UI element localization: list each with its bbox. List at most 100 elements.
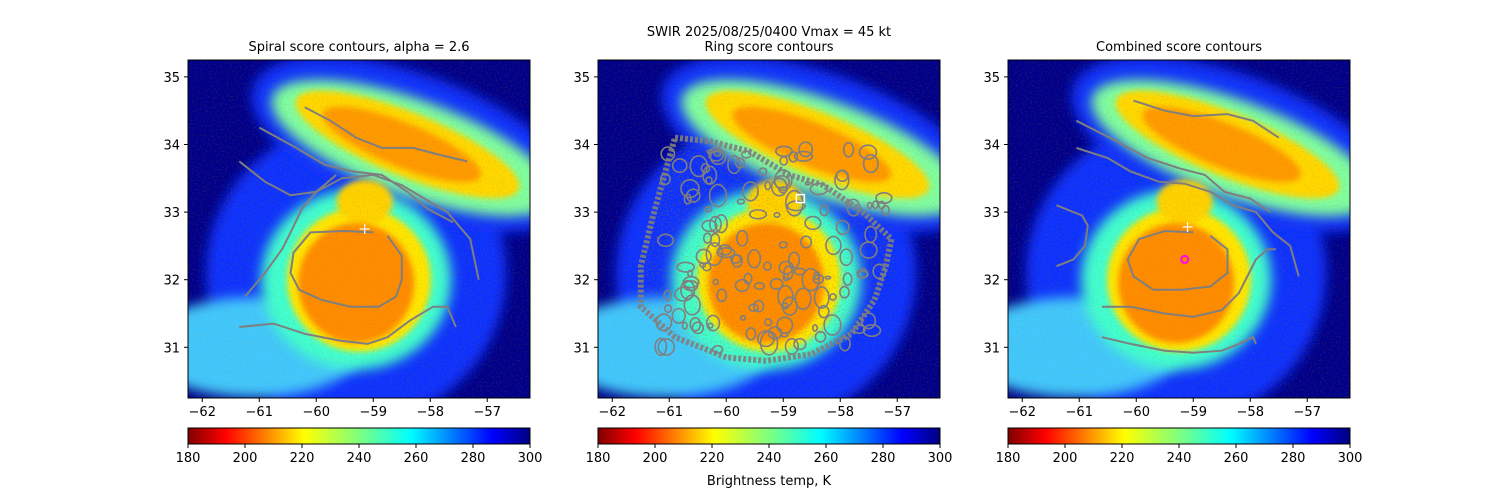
colorbar: 180 200 220 240 260 280 300 bbox=[176, 427, 543, 466]
colorbar-gradient bbox=[597, 427, 941, 445]
ring-contour bbox=[671, 307, 686, 324]
brightness-temperature-image bbox=[188, 60, 530, 398]
x-tick-label: −58 bbox=[417, 405, 444, 420]
ring-contour bbox=[757, 330, 775, 348]
colorbar-tick-label: 200 bbox=[643, 451, 668, 466]
ring-contour bbox=[702, 165, 718, 185]
x-tick-label: −57 bbox=[474, 405, 501, 420]
ring-contour bbox=[708, 215, 722, 233]
ring-contour bbox=[866, 201, 873, 210]
panel-3: Combined score contours −62 −61 −60 −59 −58 −5… bbox=[983, 40, 1362, 466]
image-texture bbox=[188, 60, 530, 398]
colorbar-tick-label: 220 bbox=[1110, 451, 1135, 466]
ring-contour bbox=[654, 337, 668, 357]
ring-contour bbox=[784, 337, 800, 355]
y-tick-label: 35 bbox=[573, 71, 590, 86]
panel-title: Combined score contours bbox=[1096, 40, 1262, 55]
ring-contour bbox=[705, 241, 724, 267]
contour-lines bbox=[637, 134, 895, 364]
ring-contour bbox=[713, 150, 722, 157]
ring-contour bbox=[685, 188, 701, 203]
ring-contour bbox=[862, 324, 882, 338]
ring-contour bbox=[804, 181, 812, 186]
ring-contour bbox=[660, 146, 676, 162]
colorbar-tick-label: 200 bbox=[233, 451, 258, 466]
y-tick-label: 31 bbox=[163, 341, 180, 356]
ring-contour bbox=[736, 198, 746, 205]
ring-contour bbox=[763, 261, 772, 272]
colorbar-tick-label: 300 bbox=[518, 451, 543, 466]
ring-contour bbox=[701, 219, 718, 233]
ring-contour bbox=[681, 321, 688, 330]
ring-contour bbox=[664, 304, 673, 314]
score-contour bbox=[244, 173, 480, 298]
x-tick-label: −57 bbox=[884, 405, 911, 420]
y-tick-label: 34 bbox=[163, 139, 180, 154]
ring-contour bbox=[707, 322, 714, 329]
ring-contour bbox=[776, 316, 794, 335]
x-tick-label: −62 bbox=[599, 405, 626, 420]
x-tick-label: −61 bbox=[656, 405, 683, 420]
score-contour bbox=[1101, 335, 1257, 354]
score-contour bbox=[1056, 204, 1089, 268]
axes-frame bbox=[597, 59, 941, 399]
colorbar-tick-label: 200 bbox=[1053, 451, 1078, 466]
ring-contour bbox=[788, 150, 799, 163]
axes-frame bbox=[187, 59, 531, 399]
ring-contour bbox=[709, 149, 727, 166]
score-contour bbox=[258, 126, 454, 224]
ring-contour bbox=[730, 254, 742, 264]
score-contour bbox=[1133, 99, 1280, 139]
ring-contour bbox=[801, 268, 821, 292]
ring-contour bbox=[663, 289, 673, 302]
score-contour bbox=[238, 160, 337, 197]
score-contour bbox=[289, 229, 403, 308]
ring-contour bbox=[846, 198, 861, 217]
ring-contour bbox=[753, 282, 766, 291]
ring-contour bbox=[778, 260, 795, 275]
y-tick-label: 32 bbox=[163, 274, 180, 289]
ring-contour-fill bbox=[640, 137, 892, 361]
ring-contour bbox=[813, 286, 830, 310]
ring-contour bbox=[705, 314, 721, 332]
ring-contour bbox=[798, 141, 814, 158]
panel-1: Spiral score contours, alpha = 2.6 −62 −61… bbox=[163, 40, 543, 466]
ring-contour bbox=[778, 240, 788, 249]
best-track-plus-marker bbox=[359, 224, 370, 234]
colorbar-tick-label: 220 bbox=[700, 451, 725, 466]
brightness-temperature-image bbox=[1008, 60, 1350, 398]
colorbar: 180 200 220 240 260 280 300 bbox=[586, 427, 952, 466]
x-tick-label: −61 bbox=[1066, 405, 1093, 420]
contour-lines bbox=[1056, 99, 1300, 354]
colorbar-tick-label: 180 bbox=[586, 451, 611, 466]
ring-contour bbox=[829, 293, 837, 301]
x-tick-label: −62 bbox=[189, 405, 216, 420]
axes-frame bbox=[1007, 59, 1351, 399]
ring-contour bbox=[657, 338, 676, 356]
ring-contour bbox=[812, 273, 825, 285]
ring-contour bbox=[788, 251, 801, 269]
ring-contour bbox=[702, 232, 713, 244]
y-tick-label: 33 bbox=[573, 206, 590, 221]
ring-contour bbox=[671, 158, 688, 174]
score-contour bbox=[1126, 229, 1229, 291]
ring-contour bbox=[871, 200, 879, 210]
colorbar-label: Brightness temp, K bbox=[707, 474, 832, 489]
x-tick-label: −59 bbox=[360, 405, 387, 420]
ring-contour bbox=[676, 261, 695, 273]
y-tick-label: 32 bbox=[983, 274, 1000, 289]
colorbar-tick-label: 240 bbox=[347, 451, 372, 466]
colorbar-tick-label: 180 bbox=[176, 451, 201, 466]
panel-title: Spiral score contours, alpha = 2.6 bbox=[248, 40, 469, 55]
ring-contour bbox=[748, 209, 768, 220]
ring-contour bbox=[764, 181, 772, 191]
ring-contour bbox=[745, 327, 757, 341]
ring-contour bbox=[704, 205, 713, 213]
y-tick-label: 35 bbox=[163, 71, 180, 86]
y-tick-label: 31 bbox=[573, 341, 590, 356]
x-tick-label: −59 bbox=[770, 405, 797, 420]
center-circle-marker bbox=[1180, 254, 1190, 264]
y-tick-label: 33 bbox=[163, 206, 180, 221]
ring-contour bbox=[764, 318, 773, 327]
ring-contour bbox=[657, 233, 675, 248]
